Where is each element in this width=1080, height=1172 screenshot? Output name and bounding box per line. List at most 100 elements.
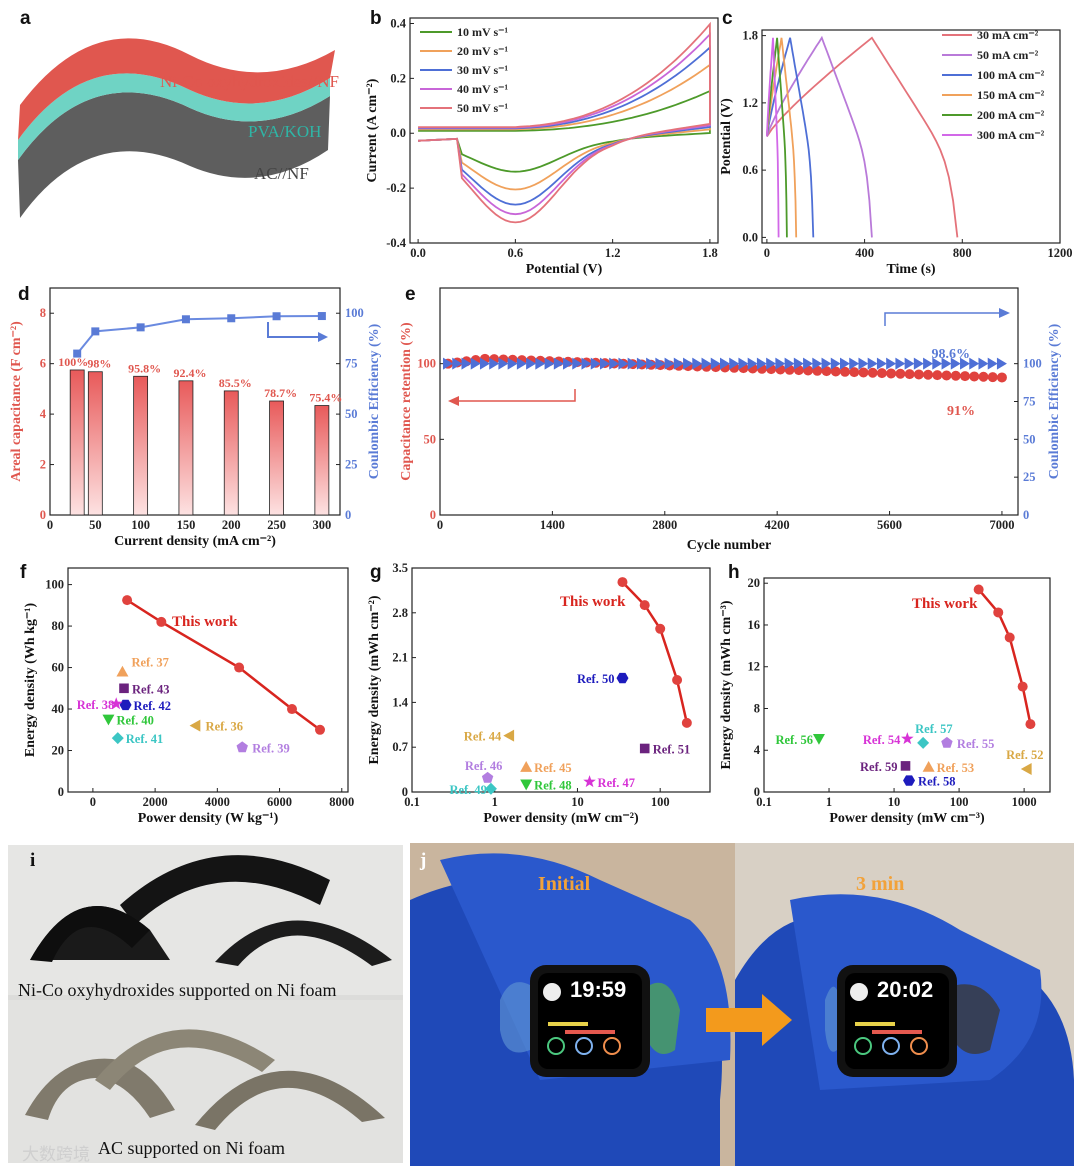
efficiency-point: [867, 357, 878, 370]
this-work-point: [1017, 681, 1028, 692]
x-tick-label: 150: [177, 518, 196, 532]
efficiency-point: [181, 315, 190, 324]
y-tick-label: 1.2: [742, 96, 758, 110]
ref-marker: [503, 729, 515, 742]
y-tick-label: 80: [52, 619, 65, 633]
efficiency-point: [950, 357, 961, 370]
ref-marker: [111, 732, 124, 745]
y-tick-label: 16: [748, 618, 761, 632]
chart-h: 0.1 1 10 100 1000 0 4 8 12 16 20 Power density (mW …: [719, 576, 1051, 826]
ref-marker: [941, 736, 953, 748]
this-work-point: [1004, 632, 1015, 643]
capacitance-bar: [223, 390, 239, 516]
efficiency-line: [76, 315, 322, 355]
retention-point: [923, 369, 934, 380]
efficiency-point: [452, 357, 463, 370]
efficiency-point: [683, 357, 694, 370]
ref-marker: [812, 733, 825, 745]
this-work-point: [287, 704, 297, 715]
ref-label: Ref. 46: [465, 759, 503, 773]
gcd-curve: [766, 37, 780, 238]
x-tick-label: 0.6: [508, 246, 524, 260]
ref-label: Ref. 54: [863, 733, 901, 747]
y-tick-label: 2: [40, 458, 46, 472]
efficiency-point: [941, 357, 952, 370]
efficiency-point: [793, 357, 804, 370]
retention-point: [876, 368, 887, 379]
ref-marker: [119, 683, 129, 694]
legend-label: 50 mV s⁻¹: [457, 101, 508, 115]
legend-label: 50 mA cm⁻²: [977, 48, 1039, 62]
efficiency-point: [969, 357, 980, 370]
chart-g: 0.1 1 10 100 0 0.7 1.4 2.1 2.8 3.5 Power density (…: [367, 561, 711, 826]
this-work-line: [977, 588, 1032, 725]
y-tick-label: 4: [40, 407, 47, 421]
ref-marker: [189, 719, 201, 732]
efficiency-point: [775, 357, 786, 370]
retention-point: [996, 372, 1007, 383]
ref-marker: [583, 775, 596, 788]
gcd-curve: [766, 37, 788, 238]
efficiency-point: [987, 357, 998, 370]
efficiency-point: [272, 312, 281, 321]
efficiency-point: [317, 312, 326, 321]
efficiency-point: [673, 357, 684, 370]
ref-label: Ref. 57: [915, 722, 953, 736]
legend-label: 100 mA cm⁻²: [977, 68, 1045, 82]
x-tick-label: 10: [888, 795, 901, 809]
y-tick-label: -0.2: [386, 181, 406, 195]
plot-frame-b: [409, 17, 719, 244]
y-axis-label-f: Energy density (Wh kg⁻¹): [23, 603, 38, 758]
y2-tick-label: 0: [1023, 508, 1029, 522]
ref-label: Ref. 40: [116, 713, 154, 727]
panel-label-g: g: [370, 562, 382, 583]
ref-label: Ref. 43: [132, 682, 170, 696]
retention-point: [812, 365, 823, 376]
efficiency-point: [553, 357, 564, 370]
retention-point: [821, 366, 832, 377]
y2-tick-label: 50: [345, 407, 358, 421]
efficiency-point: [544, 357, 555, 370]
retention-label: 85.5%: [219, 376, 252, 390]
y-tick-label: 0.6: [742, 163, 758, 177]
arrow-left: [458, 389, 576, 402]
y-tick-label: 1.8: [742, 29, 758, 43]
y-tick-label: 20: [748, 576, 761, 590]
efficiency-point: [655, 357, 666, 370]
gcd-curve: [766, 37, 798, 238]
efficiency-point: [443, 357, 454, 370]
retention-point: [960, 371, 971, 382]
ref-label: Ref. 56: [775, 733, 813, 747]
efficiency-point: [895, 357, 906, 370]
this-work-point: [617, 577, 628, 588]
panel-i-photo: [8, 845, 403, 1163]
efficiency-point: [572, 357, 583, 370]
capacitance-bar: [314, 405, 330, 516]
efficiency-point: [609, 357, 620, 370]
retention-label: 95.8%: [128, 361, 161, 375]
ref-marker: [639, 743, 650, 754]
retention-point: [932, 370, 943, 381]
watch-time-initial: 19:59: [570, 977, 627, 1002]
efficiency-point: [932, 357, 943, 370]
x-tick-label: 4000: [205, 795, 230, 809]
x-tick-label: 100: [131, 518, 150, 532]
efficiency-point: [747, 357, 758, 370]
legend-label: 150 mA cm⁻²: [977, 88, 1045, 102]
arrow-head: [448, 396, 459, 406]
legend-label: 10 mV s⁻¹: [457, 25, 508, 39]
this-work-point: [156, 616, 167, 627]
this-work-point: [681, 717, 692, 728]
efficiency-point: [840, 357, 851, 370]
ref-label: Ref. 52: [1006, 748, 1044, 762]
efficiency-point: [461, 357, 472, 370]
retention-point: [867, 367, 878, 378]
layer-label-ac-nf: AC//NF: [254, 164, 309, 183]
efficiency-point: [904, 357, 915, 370]
legend-label: 30 mV s⁻¹: [457, 63, 508, 77]
x-tick-label: 0: [764, 246, 770, 260]
ref-label: Ref. 51: [653, 742, 691, 756]
y-tick-label: 0: [754, 785, 760, 799]
y-tick-label: 3.5: [392, 561, 408, 575]
